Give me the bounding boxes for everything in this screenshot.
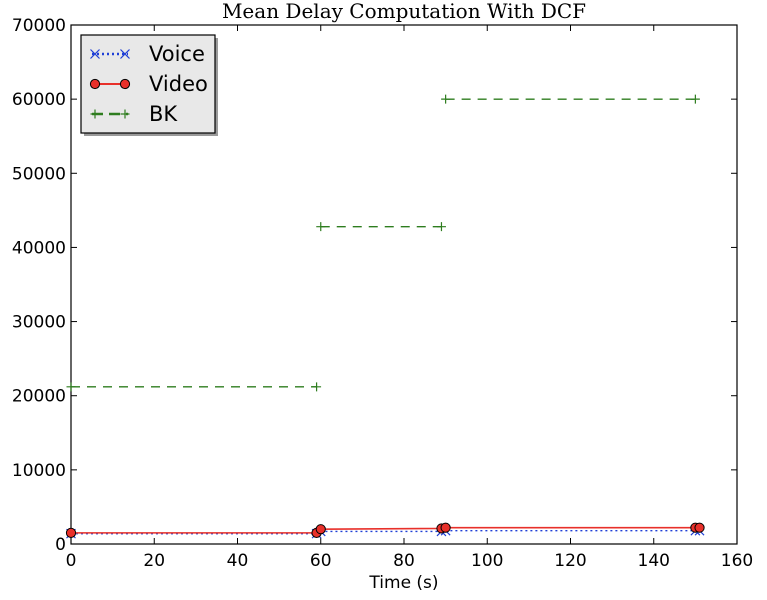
data-point-video (440, 522, 451, 533)
series-video (65, 522, 705, 538)
y-tick-label: 0 (55, 535, 66, 555)
y-tick-label: 10000 (12, 461, 66, 481)
legend-marker-voice (120, 49, 130, 59)
x-axis: 0 20 40 60 80 100 120 140 160 (66, 25, 753, 571)
data-point-bk (316, 222, 326, 232)
y-tick-label: 30000 (12, 313, 66, 333)
legend-item-bk: BK (90, 102, 178, 126)
y-tick-label: 60000 (12, 90, 66, 110)
series-bk (66, 94, 700, 392)
legend-marker-video (119, 78, 131, 90)
legend-marker-bk (90, 109, 100, 119)
y-axis: 0 10000 20000 30000 40000 50000 60000 70000 (12, 16, 737, 555)
x-tick-label: 140 (638, 551, 670, 571)
x-tick-label: 40 (227, 551, 249, 571)
legend-item-voice: Voice (90, 42, 205, 66)
legend-marker-bk (120, 109, 130, 119)
x-axis-label: Time (s) (368, 573, 438, 593)
x-tick-label: 160 (721, 551, 753, 571)
data-point-video (315, 524, 326, 535)
x-tick-label: 100 (471, 551, 503, 571)
data-point-bk (436, 222, 446, 232)
legend-marker-voice (90, 49, 100, 59)
x-tick-label: 120 (554, 551, 586, 571)
x-tick-label: 80 (393, 551, 415, 571)
legend-label-bk: BK (149, 102, 178, 126)
y-tick-label: 70000 (12, 16, 66, 36)
legend: Voice Video BK (80, 34, 218, 136)
series-layer (65, 94, 705, 539)
data-point-video (694, 522, 705, 533)
y-tick-label: 40000 (12, 238, 66, 258)
data-point-bk (312, 382, 322, 392)
legend-label-voice: Voice (149, 42, 205, 66)
legend-marker-video (89, 78, 101, 90)
data-point-bk (441, 94, 451, 104)
legend-label-video: Video (149, 72, 208, 96)
x-tick-label: 0 (66, 551, 77, 571)
chart-title: Mean Delay Computation With DCF (222, 0, 586, 23)
data-point-bk (66, 382, 76, 392)
data-point-video (65, 527, 77, 538)
y-tick-label: 20000 (12, 387, 66, 407)
data-point-bk (690, 94, 700, 104)
legend-item-video: Video (89, 72, 208, 96)
x-tick-label: 20 (143, 551, 165, 571)
y-tick-label: 50000 (12, 164, 66, 184)
x-tick-label: 60 (310, 551, 332, 571)
